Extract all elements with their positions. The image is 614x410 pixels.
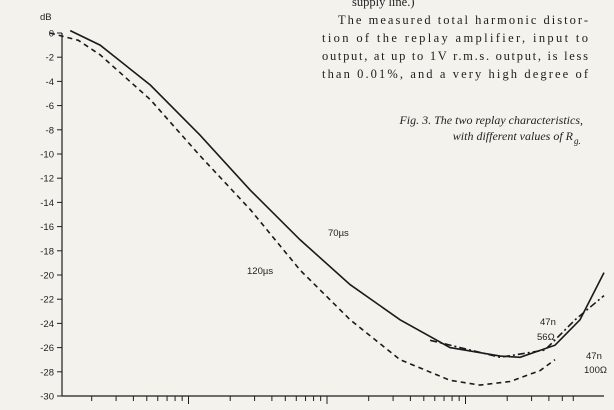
y-tick-label: -30 (40, 392, 54, 403)
annotation: 47n (540, 317, 556, 328)
curve (429, 294, 605, 359)
annotation: 120µs (247, 266, 273, 277)
curve (49, 32, 556, 386)
y-axis-label: dB (40, 12, 52, 23)
y-tick-label: -20 (40, 271, 54, 282)
y-tick-label: -8 (46, 125, 54, 136)
annotation: 47n (586, 351, 602, 362)
annotation: 70µs (328, 228, 349, 239)
body-text: output, at up to 1V r.m.s. output, is le… (322, 49, 588, 63)
y-tick-label: -26 (40, 343, 54, 354)
annotation: 100Ω (584, 365, 607, 376)
body-text: tion of the replay amplifier, input to (322, 31, 588, 45)
y-tick-label: -14 (40, 198, 54, 209)
y-tick-label: -18 (40, 246, 54, 257)
y-tick-label: -12 (40, 174, 54, 185)
annotation: 56Ω (537, 332, 555, 343)
y-tick-label: -6 (46, 101, 54, 112)
y-tick-label: -4 (46, 77, 54, 88)
body-text: The measured total harmonic distor- (338, 13, 588, 27)
y-tick-label: -2 (46, 53, 54, 64)
y-tick-label: -28 (40, 367, 54, 378)
caption: with different values of R (453, 129, 574, 143)
y-tick-label: -16 (40, 222, 54, 233)
body-text: than 0.01%, and a very high degree of (322, 67, 589, 81)
caption: Fig. 3. The two replay characteristics, (398, 113, 583, 127)
curve (69, 29, 605, 359)
caption-subscript: g. (574, 136, 581, 146)
body-text: supply line.) (352, 0, 415, 9)
y-tick-label: -22 (40, 295, 54, 306)
y-tick-label: -24 (40, 319, 54, 330)
y-tick-label: -10 (40, 150, 54, 161)
